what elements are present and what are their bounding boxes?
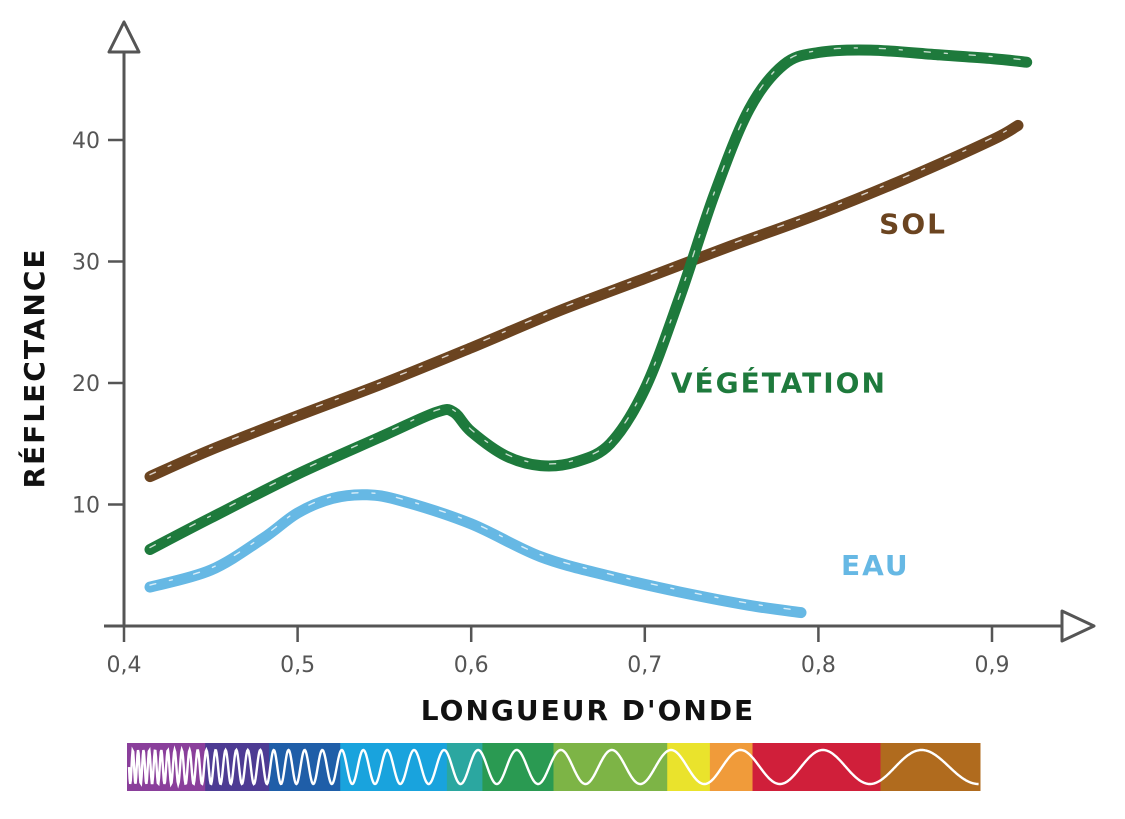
series-line-sol	[144, 119, 1024, 483]
y-tick-label: 10	[72, 494, 100, 519]
series-label-vegetation: VÉGÉTATION	[671, 366, 887, 400]
series-group: SOL VÉGÉTATION EAU	[144, 44, 1033, 619]
x-tick-label: 0,8	[801, 653, 836, 678]
spectrum-band	[752, 743, 881, 791]
y-axis-title: RÉFLECTANCE	[17, 247, 51, 488]
series-eau: EAU	[144, 489, 910, 619]
series-line-vegetation	[144, 44, 1033, 555]
x-tick-label: 0,5	[280, 653, 315, 678]
x-tick-label: 0,7	[627, 653, 662, 678]
series-sketch-vegetation	[149, 51, 1030, 554]
x-tick-label: 0,6	[454, 653, 489, 678]
series-texture-sol	[149, 122, 1019, 476]
y-axis-arrow-icon	[107, 20, 141, 54]
series-label-sol: SOL	[879, 208, 947, 241]
x-tick-label: 0,4	[107, 653, 142, 678]
series-sketch-sol	[149, 126, 1021, 482]
series-label-eau: EAU	[841, 549, 910, 582]
y-tick-label: 30	[72, 251, 100, 276]
series-line-eau	[144, 489, 807, 619]
x-tick-label: 0,9	[975, 653, 1010, 678]
series-vegetation: VÉGÉTATION	[144, 44, 1033, 555]
spectrum-band	[709, 743, 754, 791]
axes	[104, 20, 1096, 643]
x-ticks: 0,4 0,5 0,6 0,7 0,8 0,9	[107, 626, 1010, 678]
x-axis-title: LONGUEUR D'ONDE	[421, 694, 755, 727]
y-ticks: 10 20 30 40	[72, 129, 124, 519]
y-tick-label: 40	[72, 129, 100, 154]
series-sketch-eau	[149, 496, 804, 618]
wavelength-spectrum-bar	[127, 743, 981, 791]
series-sol: SOL	[144, 119, 1024, 483]
spectrum-wave	[127, 745, 979, 789]
y-tick-label: 20	[72, 372, 100, 397]
x-axis-arrow-icon	[1060, 609, 1096, 643]
